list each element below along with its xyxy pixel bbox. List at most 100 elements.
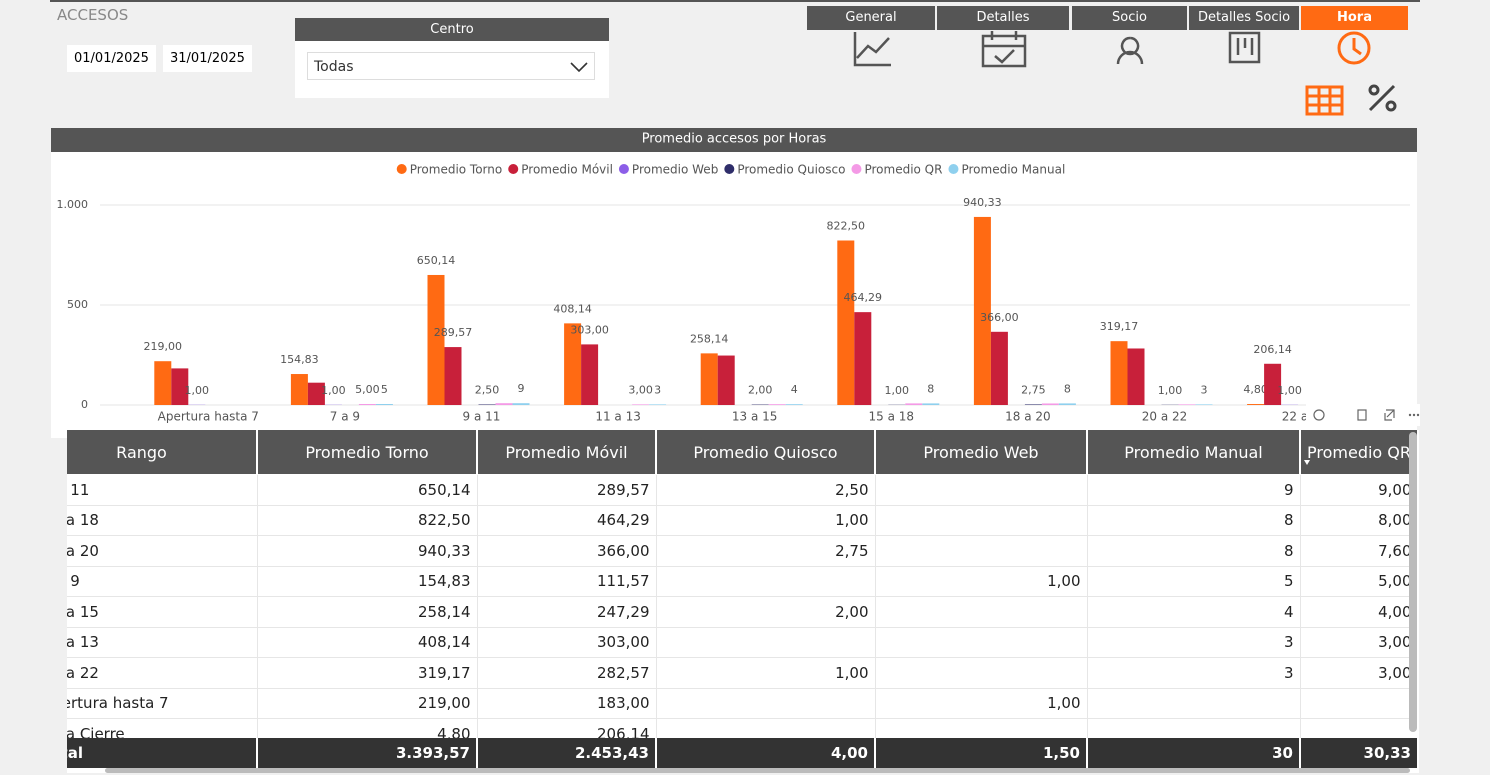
icon-general (853, 32, 891, 67)
column-header[interactable]: Promedio QR (1300, 430, 1419, 474)
bar (307, 382, 325, 405)
legend-swatch (618, 164, 629, 174)
data-label: 1,00 (1158, 384, 1183, 397)
bar (922, 403, 940, 405)
icon-hora (1337, 31, 1371, 65)
slicer-label: Centro (295, 18, 609, 41)
table-cell (875, 475, 1088, 506)
slicer-dropdown[interactable]: Todas (307, 52, 595, 80)
table-cell (875, 657, 1088, 689)
total-cell: 3.393,57 (257, 738, 478, 768)
table-cell (1300, 688, 1417, 719)
legend-label: Promedio Móvil (521, 163, 613, 177)
total-cell: Total (67, 738, 258, 768)
table-cell: 940,33 (257, 535, 478, 567)
nav-tab[interactable]: Hora (1301, 6, 1408, 30)
icon-detalles-socio (1228, 31, 1261, 64)
data-label: 1,00 (185, 384, 210, 397)
chart-header (51, 128, 1417, 152)
table-cell: 1,00 (875, 688, 1088, 719)
data-label: 1,00 (1277, 384, 1302, 397)
table-cell: 206,14 (477, 718, 657, 738)
table-cell: Apertura hasta 7 (67, 688, 258, 719)
table-cell (875, 627, 1088, 658)
column-header[interactable]: Promedio Web (875, 430, 1088, 474)
date-from[interactable]: 01/01/2025 (67, 45, 156, 72)
h-scrollbar[interactable] (105, 768, 1410, 773)
bar (1127, 348, 1145, 405)
table-cell: 464,29 (477, 505, 657, 536)
table-cell: 13 a 15 (67, 596, 258, 628)
v-scrollbar[interactable] (1409, 432, 1417, 732)
bar (905, 403, 923, 405)
table-cell: 20 a 22 (67, 657, 258, 689)
nav-tab[interactable]: Detalles (937, 6, 1069, 30)
table-cell: 303,00 (477, 627, 657, 658)
table-cell: 3,00 (1300, 657, 1417, 689)
data-label: 464,29 (844, 291, 883, 304)
bar (990, 331, 1008, 405)
table-header: Rango Promedio Torno Promedio Móvil Promedi… (67, 430, 1419, 474)
table-cell: 822,50 (257, 505, 478, 536)
bar (717, 355, 735, 405)
column-header[interactable]: Promedio Torno (257, 430, 478, 474)
nav-tab[interactable]: Detalles Socio (1189, 6, 1299, 30)
table-cell: 258,14 (257, 596, 478, 628)
data-label: 822,50 (827, 220, 866, 233)
table-cell: 1,00 (656, 657, 876, 689)
column-header[interactable]: Rango (67, 430, 258, 474)
data-label: 289,57 (434, 326, 473, 339)
bar (427, 274, 445, 405)
data-label: 4,80 (1243, 383, 1268, 396)
bar (1178, 404, 1196, 405)
slicer: Centro Todas (295, 18, 609, 98)
x-tick-label: 11 a 13 (595, 410, 641, 424)
bar (973, 216, 991, 405)
bar (785, 404, 803, 405)
date-to[interactable]: 31/01/2025 (163, 45, 252, 72)
table-cell: 111,57 (477, 566, 657, 597)
table-cell: 8,00 (1300, 505, 1417, 536)
bar (171, 368, 189, 405)
x-tick-label: 20 a 22 (1142, 410, 1188, 424)
y-tick-label: 1.000 (57, 198, 89, 211)
legend-label: Promedio Manual (961, 163, 1065, 177)
data-label: 1,00 (321, 384, 346, 397)
data-label: 5,00 (355, 383, 380, 396)
column-header[interactable]: Promedio Móvil (477, 430, 657, 474)
column-header[interactable]: Promedio Quiosco (656, 430, 876, 474)
x-tick-label: 13 a 15 (732, 410, 778, 424)
data-label: 1,00 (885, 384, 910, 397)
nav-tab[interactable]: General (807, 6, 935, 30)
x-tick-label: 9 a 11 (463, 410, 501, 424)
table-cell: 366,00 (477, 535, 657, 567)
table-cell: 247,29 (477, 596, 657, 628)
data-label: 258,14 (690, 332, 729, 345)
column-header[interactable]: Promedio Manual (1087, 430, 1301, 474)
legend-item: Promedio Torno (396, 163, 502, 177)
data-label: 3 (654, 383, 661, 396)
table-cell: 3,00 (1300, 627, 1417, 658)
table-cell: 319,17 (257, 657, 478, 689)
data-label: 2,00 (748, 384, 773, 397)
chart-title: Promedio accesos por Horas (642, 132, 827, 147)
table-cell: 650,14 (257, 475, 478, 506)
table-cell: 289,57 (477, 475, 657, 506)
table-cell: 3 (1087, 657, 1301, 689)
table-cell: 4 (1087, 596, 1301, 628)
data-label: 940,33 (963, 196, 1002, 209)
legend: Promedio Torno Promedio Móvil Promedio Web… (396, 163, 1065, 177)
nav-tab[interactable]: Socio (1072, 6, 1187, 30)
bar (1195, 404, 1213, 405)
table-cell: 22 a Cierre (67, 718, 258, 738)
legend-label: Promedio QR (864, 163, 942, 177)
x-tick-label: 18 a 20 (1005, 410, 1051, 424)
table-cell: 9 a 11 (67, 475, 258, 506)
table-cell: 15 a 18 (67, 505, 258, 536)
table-cell: 9 (1087, 475, 1301, 506)
